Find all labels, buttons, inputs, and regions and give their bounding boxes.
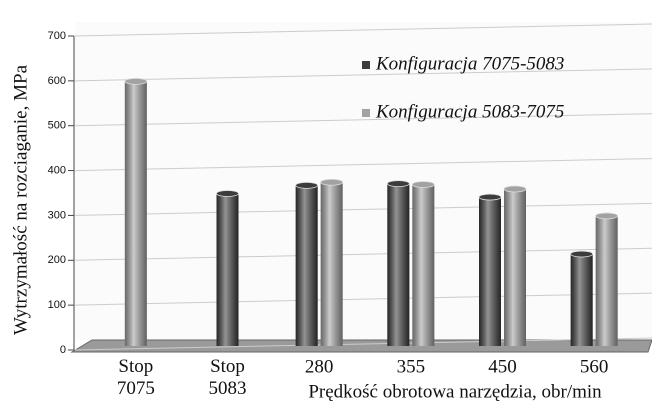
- bar-cap: [386, 180, 410, 188]
- y-axis-label: Wytrzymałość na rozciaganie, MPa: [10, 64, 31, 335]
- bar-cap: [595, 212, 619, 220]
- x-tick-label-line: Stop: [210, 356, 245, 377]
- y-tick-label: 0: [60, 344, 66, 356]
- bar-shade: [216, 193, 239, 346]
- back-wall: [75, 22, 652, 340]
- bar-shade: [320, 182, 343, 346]
- y-tick-label: 300: [48, 209, 66, 221]
- grid-line: [74, 113, 652, 127]
- x-tick-label: 560: [580, 356, 609, 377]
- bar-cap: [216, 190, 239, 197]
- y-tick-label: 100: [48, 299, 66, 311]
- bar-shade: [595, 215, 618, 346]
- grid-line: [74, 158, 652, 172]
- bar-cap: [411, 181, 435, 188]
- bar-cap: [478, 193, 502, 201]
- y-tick-label: 700: [48, 30, 66, 42]
- x-tick-label: Stop 7075: [117, 356, 155, 399]
- x-tick-label: 280: [305, 356, 334, 377]
- bar-cap: [295, 182, 319, 189]
- bar-shade: [504, 189, 526, 346]
- bar-shade: [124, 81, 147, 346]
- x-axis-label: Prędkość obrotowa narzędzia, obr/min: [308, 381, 602, 402]
- legend-label: Konfiguracja 5083-7075: [375, 101, 564, 122]
- bar-cap: [503, 185, 527, 193]
- x-tick-label: 355: [397, 356, 426, 377]
- x-tick-label-line: 5083: [209, 378, 247, 399]
- bar-cap: [320, 178, 344, 186]
- legend-swatch: [362, 61, 370, 69]
- grid-line: [74, 23, 652, 37]
- legend-swatch: [362, 109, 370, 117]
- bar-shade: [479, 197, 501, 346]
- y-tick-label: 400: [48, 164, 66, 176]
- grid-line: [74, 337, 652, 351]
- bar-cap: [570, 250, 594, 258]
- y-tick-label: 200: [48, 254, 66, 266]
- bar-shade: [295, 185, 318, 346]
- x-tick-label: 450: [488, 356, 517, 377]
- x-tick-label-line: 7075: [117, 378, 155, 399]
- x-tick-label-line: Stop: [118, 356, 153, 377]
- grid-line: [74, 247, 652, 261]
- bar-shade: [570, 254, 593, 346]
- bar-cap: [124, 77, 148, 85]
- y-tick-label: 600: [48, 75, 66, 87]
- bar-shade: [412, 184, 435, 346]
- bar-shade: [387, 183, 410, 346]
- grid-line: [74, 202, 652, 216]
- floor: [70, 339, 652, 353]
- x-tick-label: Stop 5083: [209, 356, 247, 399]
- y-tick-label: 500: [48, 120, 66, 132]
- grid-line: [74, 68, 652, 82]
- legend-label: Konfiguracja 7075-5083: [375, 53, 564, 74]
- grid-line: [74, 292, 652, 306]
